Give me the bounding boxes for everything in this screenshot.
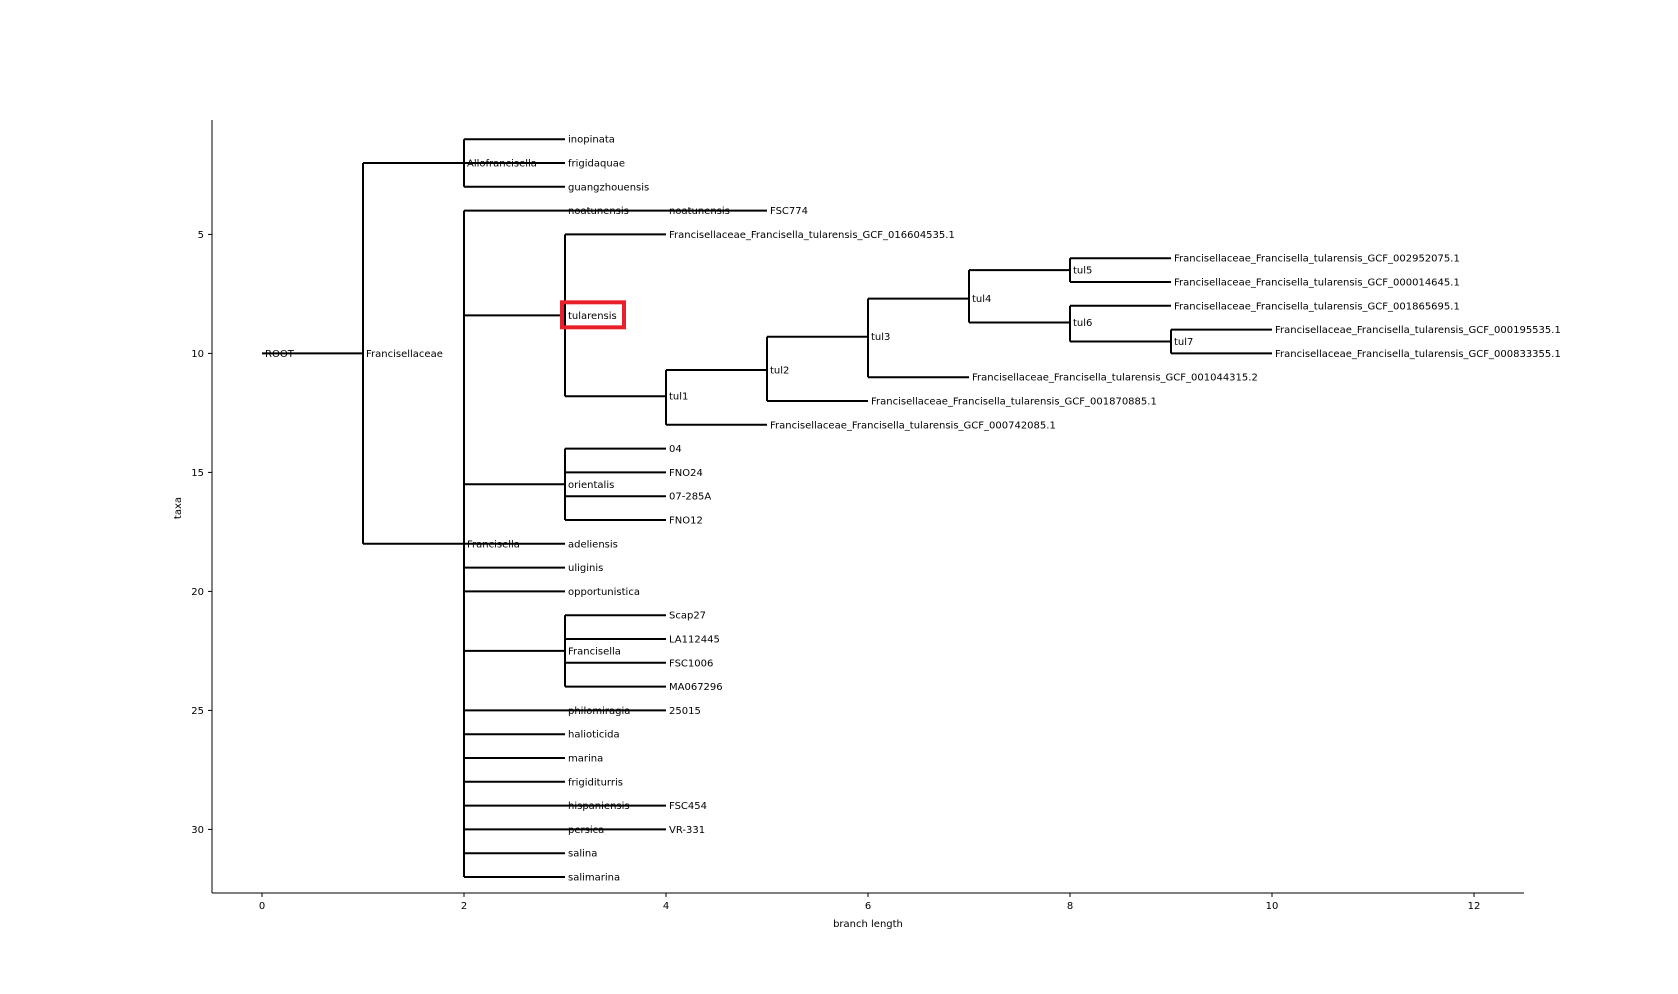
node-label-scap27: Scap27 xyxy=(669,611,706,622)
highlight-box-tularensis xyxy=(560,300,626,330)
node-label-root: ROOT xyxy=(265,349,295,360)
node-labels: ROOT Francisellaceae Allofrancisella inopin… xyxy=(265,135,1561,884)
node-label-francisellaceae-francisella-tularensis-gcf-000195535-1: Francisellaceae_Francisella_tularensis_G… xyxy=(1275,325,1561,336)
node-label-francisella: Francisella xyxy=(467,539,520,550)
node-label-orientalis: orientalis xyxy=(568,480,614,491)
node-label-francisellaceae-francisella-tularensis-gcf-016604535-1: Francisellaceae_Francisella_tularensis_G… xyxy=(669,230,955,241)
node-label-ma067296: MA067296 xyxy=(669,682,723,693)
node-label-04: 04 xyxy=(669,444,682,455)
node-label-frigiditurris: frigiditurris xyxy=(568,777,623,788)
node-label-noatunensis: noatunensis xyxy=(669,206,730,217)
node-label-uliginis: uliginis xyxy=(568,563,603,574)
x-tick-label: 6 xyxy=(865,901,871,912)
node-label-fsc1006: FSC1006 xyxy=(669,658,713,669)
y-tick-label: 5 xyxy=(198,230,204,241)
node-label-guangzhouensis: guangzhouensis xyxy=(568,182,649,193)
node-label-tul7: tul7 xyxy=(1174,337,1193,348)
node-label-la112445: LA112445 xyxy=(669,635,720,646)
node-label-fsc774: FSC774 xyxy=(770,206,808,217)
y-tick-label: 15 xyxy=(191,468,204,479)
node-label-frigidaquae: frigidaquae xyxy=(568,159,625,170)
x-tick-label: 2 xyxy=(461,901,467,912)
node-label-francisella: Francisella xyxy=(568,646,621,657)
y-tick-label: 25 xyxy=(191,706,204,717)
node-label-francisellaceae-francisella-tularensis-gcf-000014645-1: Francisellaceae_Francisella_tularensis_G… xyxy=(1174,278,1460,289)
node-label-inopinata: inopinata xyxy=(568,135,615,146)
x-tick-label: 12 xyxy=(1468,901,1481,912)
node-label-francisellaceae-francisella-tularensis-gcf-001044315-2: Francisellaceae_Francisella_tularensis_G… xyxy=(972,373,1258,384)
node-label-philomiragia: philomiragia xyxy=(568,706,630,717)
node-label-salimarina: salimarina xyxy=(568,873,620,884)
node-label-francisellaceae-francisella-tularensis-gcf-000833355-1: Francisellaceae_Francisella_tularensis_G… xyxy=(1275,349,1561,360)
node-label-francisellaceae-francisella-tularensis-gcf-002952075-1: Francisellaceae_Francisella_tularensis_G… xyxy=(1174,254,1460,265)
node-label-marina: marina xyxy=(568,754,603,765)
node-label-fsc454: FSC454 xyxy=(669,801,707,812)
node-label-tul1: tul1 xyxy=(669,392,688,403)
node-label-fno24: FNO24 xyxy=(669,468,703,479)
node-label-noatunensis: noatunensis xyxy=(568,206,629,217)
node-label-opportunistica: opportunistica xyxy=(568,587,640,598)
node-label-francisellaceae-francisella-tularensis-gcf-001865695-1: Francisellaceae_Francisella_tularensis_G… xyxy=(1174,301,1460,312)
node-label-francisellaceae: Francisellaceae xyxy=(366,349,443,360)
y-axis-title: taxa xyxy=(173,497,184,519)
node-label-fno12: FNO12 xyxy=(669,516,703,527)
x-tick-label: 8 xyxy=(1067,901,1073,912)
y-tick-label: 10 xyxy=(191,349,204,360)
node-label-tul2: tul2 xyxy=(770,366,789,377)
node-label-tul4: tul4 xyxy=(972,294,991,305)
node-label-halioticida: halioticida xyxy=(568,730,620,741)
node-label-francisellaceae-francisella-tularensis-gcf-000742085-1: Francisellaceae_Francisella_tularensis_G… xyxy=(770,420,1056,431)
node-label-allofrancisella: Allofrancisella xyxy=(467,159,537,170)
node-label-salina: salina xyxy=(568,849,597,860)
node-label-tularensis: tularensis xyxy=(568,311,617,322)
y-tick-label: 20 xyxy=(191,587,204,598)
y-tick-label: 30 xyxy=(191,825,204,836)
node-label-tul5: tul5 xyxy=(1073,266,1092,277)
node-label-francisellaceae-francisella-tularensis-gcf-001870885-1: Francisellaceae_Francisella_tularensis_G… xyxy=(871,397,1157,408)
node-label-07-285a: 07-285A xyxy=(669,492,711,503)
axis-ticks: 0 2 4 6 8 10 12 5 10 15 20 25 30 xyxy=(191,230,1480,912)
node-label-persica: persica xyxy=(568,825,604,836)
x-tick-label: 4 xyxy=(663,901,669,912)
x-axis-title: branch length xyxy=(833,919,903,930)
x-tick-label: 10 xyxy=(1266,901,1279,912)
node-label-tul3: tul3 xyxy=(871,332,890,343)
node-label-vr-331: VR-331 xyxy=(669,825,705,836)
node-label-hispaniensis: hispaniensis xyxy=(568,801,630,812)
node-label-adeliensis: adeliensis xyxy=(568,539,618,550)
node-label-25015: 25015 xyxy=(669,706,701,717)
node-label-tul6: tul6 xyxy=(1073,318,1092,329)
tree-branches xyxy=(262,138,1272,878)
x-tick-label: 0 xyxy=(259,901,265,912)
